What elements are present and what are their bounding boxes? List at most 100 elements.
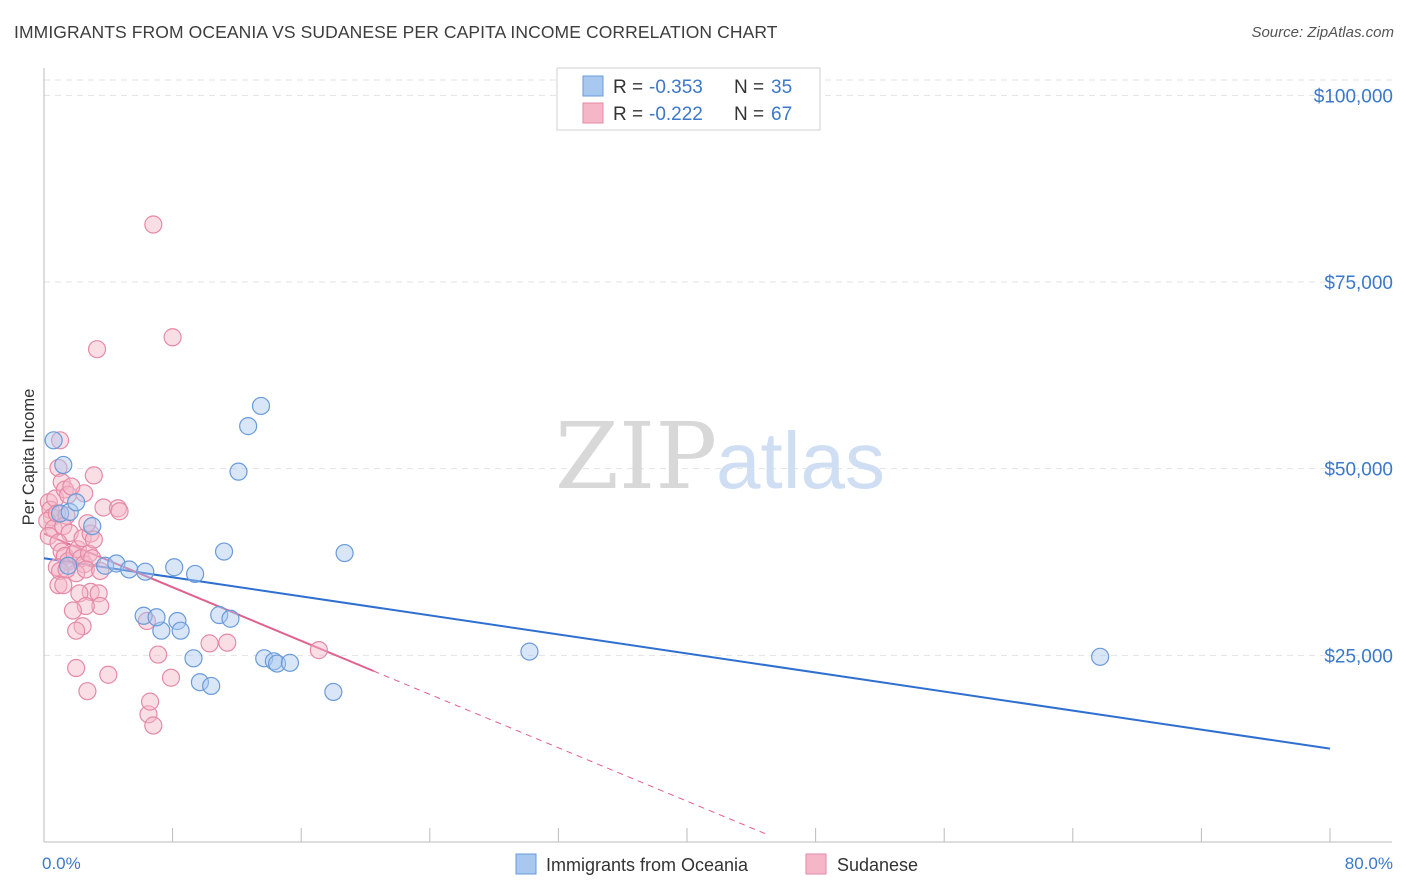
oceania-point-9 (136, 562, 155, 581)
oceania-point-0 (44, 431, 63, 450)
sudanese-point-63 (144, 215, 163, 234)
bottom-legend-label-blue: Immigrants from Oceania (546, 855, 749, 875)
sudanese-point-45 (62, 477, 81, 496)
sudanese-point-48 (110, 502, 129, 521)
y-tick-label-3: $100,000 (1314, 86, 1393, 107)
sudanese-point-55 (161, 668, 181, 687)
sudanese-point-22 (49, 576, 68, 595)
oceania-point-24 (239, 417, 258, 436)
watermark: ZIP atlas (555, 403, 885, 510)
oceania-point-4 (67, 493, 86, 512)
sudanese-point-9 (49, 458, 68, 478)
oceania-point-28 (267, 654, 287, 673)
sudanese-point-56 (200, 634, 219, 653)
oceania-point-1 (54, 455, 73, 475)
oceania-point-18 (190, 673, 210, 692)
oceania-point-19 (202, 676, 221, 696)
sudanese-point-52 (140, 692, 160, 711)
legend-n-value-pink: 67 (771, 104, 792, 125)
axes (43, 68, 1392, 843)
y-tick-label-0: $25,000 (1324, 646, 1393, 667)
series-sudanese (38, 215, 328, 735)
trend-line-oceania (43, 557, 1331, 750)
bottom-legend-swatch-pink (805, 853, 827, 875)
legend-n-label-blue: N = (734, 77, 764, 98)
legend-r-label-blue: R = (613, 77, 643, 98)
y-axis-label: Per Capita Income (20, 389, 38, 526)
x-tick-label-max: 80.0% (1345, 854, 1393, 873)
sudanese-point-53 (144, 716, 163, 735)
legend-n-value-blue: 35 (771, 77, 792, 98)
sudanese-point-34 (76, 560, 95, 579)
sudanese-point-8 (50, 431, 70, 450)
oceania-point-30 (324, 682, 343, 702)
oceania-point-27 (264, 652, 283, 671)
legend-swatch-blue (582, 75, 604, 97)
sudanese-point-32 (84, 530, 103, 549)
oceania-point-2 (50, 504, 70, 523)
sudanese-point-62 (163, 328, 182, 347)
sudanese-point-42 (67, 621, 86, 640)
sudanese-point-43 (78, 514, 97, 533)
oceania-point-16 (184, 649, 203, 668)
sudanese-point-40 (63, 601, 83, 620)
trend-lines (43, 532, 1331, 835)
watermark-atlas: atlas (716, 416, 885, 505)
oceania-point-3 (60, 502, 79, 522)
x-ticks (172, 828, 1331, 842)
oceania-point-5 (83, 517, 102, 536)
oceania-point-34 (59, 556, 78, 575)
oceania-point-12 (165, 558, 184, 577)
bottom-legend-label-pink: Sudanese (837, 855, 918, 875)
sudanese-point-49 (84, 466, 103, 485)
grid-lines (44, 79, 1392, 656)
sudanese-point-58 (99, 665, 118, 684)
oceania-point-8 (120, 560, 139, 579)
oceania-point-21 (214, 542, 234, 561)
legend-swatch-pink (582, 102, 604, 124)
sudanese-point-54 (149, 645, 168, 664)
y-tick-labels: $25,000 $50,000 $75,000 $100,000 (1314, 86, 1393, 667)
oceania-point-17 (186, 564, 205, 584)
sudanese-point-66 (91, 561, 110, 581)
watermark-zip: ZIP (555, 403, 717, 510)
sudanese-point-57 (218, 633, 237, 652)
sudanese-point-47 (108, 499, 128, 518)
trend-line-sudanese-extrapolated (373, 670, 768, 835)
sudanese-point-60 (78, 682, 97, 701)
oceania-point-15 (171, 621, 190, 640)
oceania-point-31 (335, 543, 354, 563)
y-tick-label-2: $75,000 (1324, 273, 1393, 294)
oceania-point-23 (229, 462, 248, 481)
sudanese-point-61 (87, 340, 107, 359)
oceania-point-6 (95, 556, 115, 575)
oceania-point-29 (280, 653, 300, 672)
chart-title: IMMIGRANTS FROM OCEANIA VS SUDANESE PER … (14, 22, 778, 42)
bottom-legend-swatch-blue (515, 853, 537, 875)
sudanese-point-38 (91, 596, 110, 616)
sudanese-point-5 (39, 526, 58, 545)
legend-r-label-pink: R = (613, 104, 643, 125)
legend-r-value-pink: -0.222 (649, 104, 703, 125)
chart-source: Source: ZipAtlas.com (1251, 24, 1394, 41)
stats-legend: R = -0.353 N = 35 R = -0.222 N = 67 (556, 67, 821, 131)
sudanese-point-23 (54, 576, 73, 595)
oceania-point-33 (1091, 647, 1110, 666)
sudanese-point-64 (309, 641, 328, 660)
oceania-point-22 (221, 609, 240, 628)
legend-n-label-pink: N = (734, 104, 764, 125)
sudanese-point-50 (137, 611, 156, 631)
oceania-point-20 (210, 605, 229, 625)
oceania-point-32 (520, 642, 539, 661)
series-immigrants-from-oceania (44, 396, 1110, 702)
series-legend: Immigrants from Oceania Sudanese (515, 853, 918, 875)
oceania-point-14 (168, 611, 187, 631)
trend-line-sudanese (43, 532, 374, 672)
oceania-point-11 (152, 621, 171, 640)
sudanese-point-59 (67, 658, 86, 678)
x-tick-label-min: 0.0% (42, 854, 81, 873)
oceania-point-25 (251, 396, 271, 416)
legend-r-value-blue: -0.353 (649, 77, 703, 98)
oceania-point-13 (147, 608, 166, 627)
